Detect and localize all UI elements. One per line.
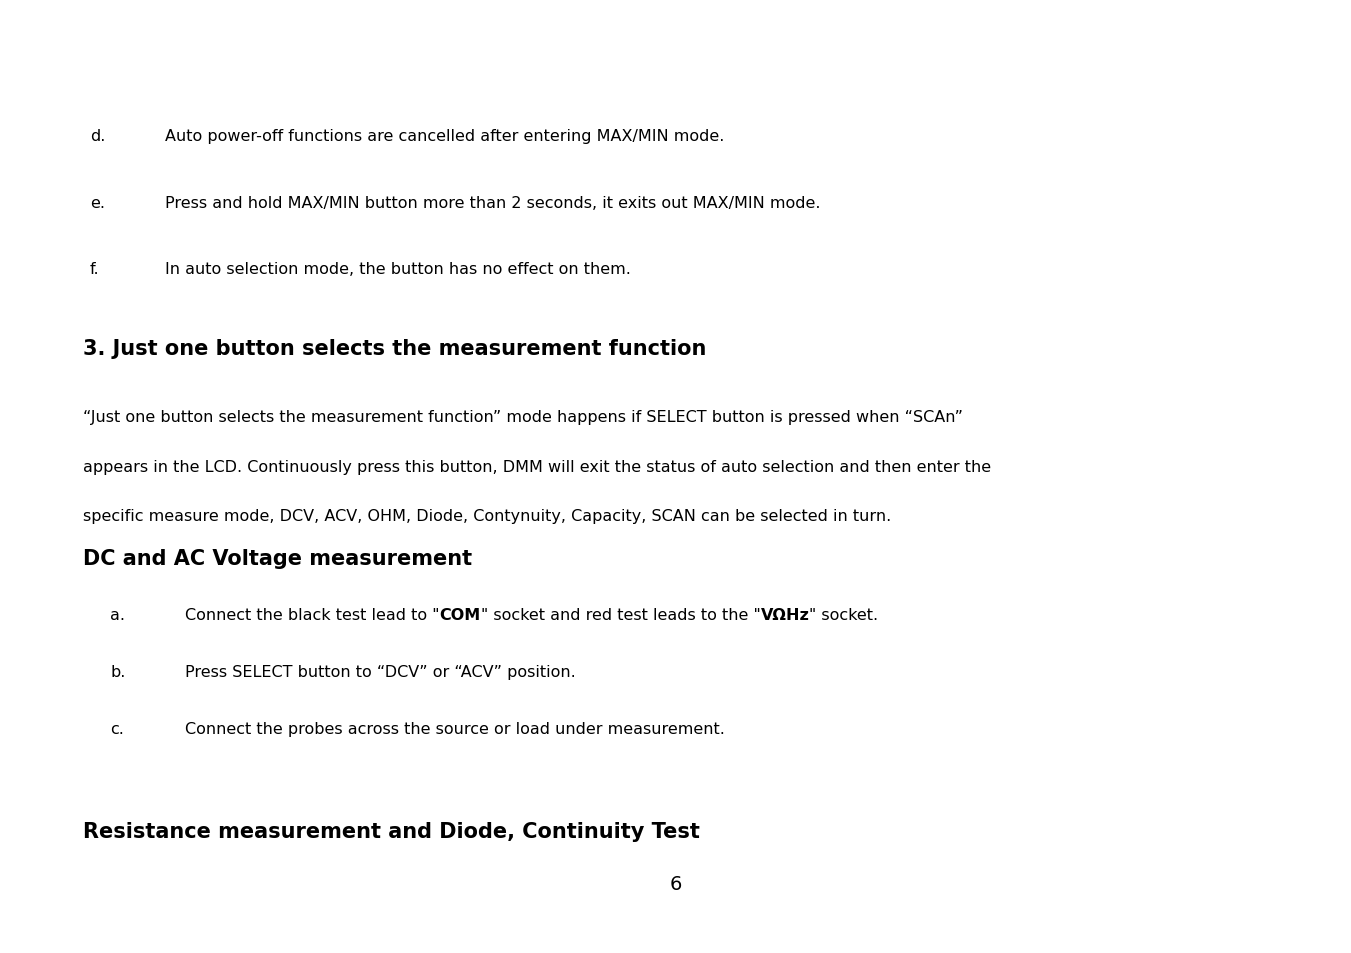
- Text: VΩHz: VΩHz: [761, 607, 809, 622]
- Text: appears in the LCD. Continuously press this button, DMM will exit the status of : appears in the LCD. Continuously press t…: [82, 459, 992, 475]
- Text: DC and AC Voltage measurement: DC and AC Voltage measurement: [82, 548, 471, 568]
- Text: 3. Just one button selects the measurement function: 3. Just one button selects the measureme…: [82, 338, 707, 358]
- Text: b.: b.: [109, 664, 126, 679]
- Text: " socket.: " socket.: [809, 607, 878, 622]
- Text: a.: a.: [109, 607, 126, 622]
- Text: Press SELECT button to “DCV” or “ACV” position.: Press SELECT button to “DCV” or “ACV” po…: [185, 664, 576, 679]
- Text: d.: d.: [91, 129, 105, 144]
- Text: Resistance measurement and Diode, Continuity Test: Resistance measurement and Diode, Contin…: [82, 821, 700, 841]
- Text: In auto selection mode, the button has no effect on them.: In auto selection mode, the button has n…: [165, 262, 631, 277]
- Text: Connect the probes across the source or load under measurement.: Connect the probes across the source or …: [185, 721, 725, 737]
- Text: 6: 6: [669, 874, 682, 893]
- Text: Connect the black test lead to ": Connect the black test lead to ": [185, 607, 439, 622]
- Text: Press and hold MAX/MIN button more than 2 seconds, it exits out MAX/MIN mode.: Press and hold MAX/MIN button more than …: [165, 195, 820, 211]
- Text: c.: c.: [109, 721, 124, 737]
- Text: " socket and red test leads to the ": " socket and red test leads to the ": [481, 607, 761, 622]
- Text: f.: f.: [91, 262, 100, 277]
- Text: specific measure mode, DCV, ACV, OHM, Diode, Contynuity, Capacity, SCAN can be s: specific measure mode, DCV, ACV, OHM, Di…: [82, 509, 892, 524]
- Text: e.: e.: [91, 195, 105, 211]
- Text: “Just one button selects the measurement function” mode happens if SELECT button: “Just one button selects the measurement…: [82, 410, 963, 425]
- Text: COM: COM: [439, 607, 481, 622]
- Text: Auto power-off functions are cancelled after entering MAX/MIN mode.: Auto power-off functions are cancelled a…: [165, 129, 724, 144]
